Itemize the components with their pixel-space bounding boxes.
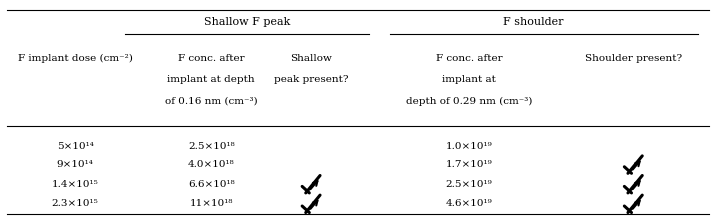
Text: depth of 0.29 nm (cm⁻³): depth of 0.29 nm (cm⁻³)	[406, 97, 532, 106]
Text: 6.6×10¹⁸: 6.6×10¹⁸	[188, 180, 235, 189]
Text: 2.5×10¹⁹: 2.5×10¹⁹	[445, 180, 493, 189]
Text: 11×10¹⁸: 11×10¹⁸	[190, 199, 233, 208]
Text: 9×10¹⁴: 9×10¹⁴	[57, 160, 94, 169]
Text: 1.4×10¹⁵: 1.4×10¹⁵	[52, 180, 99, 189]
Text: 5×10¹⁴: 5×10¹⁴	[57, 141, 94, 151]
Text: 2.5×10¹⁸: 2.5×10¹⁸	[188, 141, 235, 151]
Text: 2.3×10¹⁵: 2.3×10¹⁵	[52, 199, 99, 208]
Text: 1.0×10¹⁹: 1.0×10¹⁹	[445, 141, 493, 151]
Text: implant at depth: implant at depth	[168, 75, 255, 84]
Text: implant at: implant at	[442, 75, 496, 84]
Text: of 0.16 nm (cm⁻³): of 0.16 nm (cm⁻³)	[165, 97, 258, 106]
Text: F shoulder: F shoulder	[503, 17, 563, 27]
Text: F conc. after: F conc. after	[435, 54, 503, 63]
Text: 1.7×10¹⁹: 1.7×10¹⁹	[445, 160, 493, 169]
Text: 4.6×10¹⁹: 4.6×10¹⁹	[445, 199, 493, 208]
Text: F implant dose (cm⁻²): F implant dose (cm⁻²)	[18, 54, 132, 63]
Text: 4.0×10¹⁸: 4.0×10¹⁸	[188, 160, 235, 169]
Text: Shoulder present?: Shoulder present?	[585, 54, 682, 63]
Text: peak present?: peak present?	[274, 75, 349, 84]
Text: Shallow F peak: Shallow F peak	[204, 17, 290, 27]
Text: Shallow: Shallow	[291, 54, 332, 63]
Text: F conc. after: F conc. after	[178, 54, 245, 63]
